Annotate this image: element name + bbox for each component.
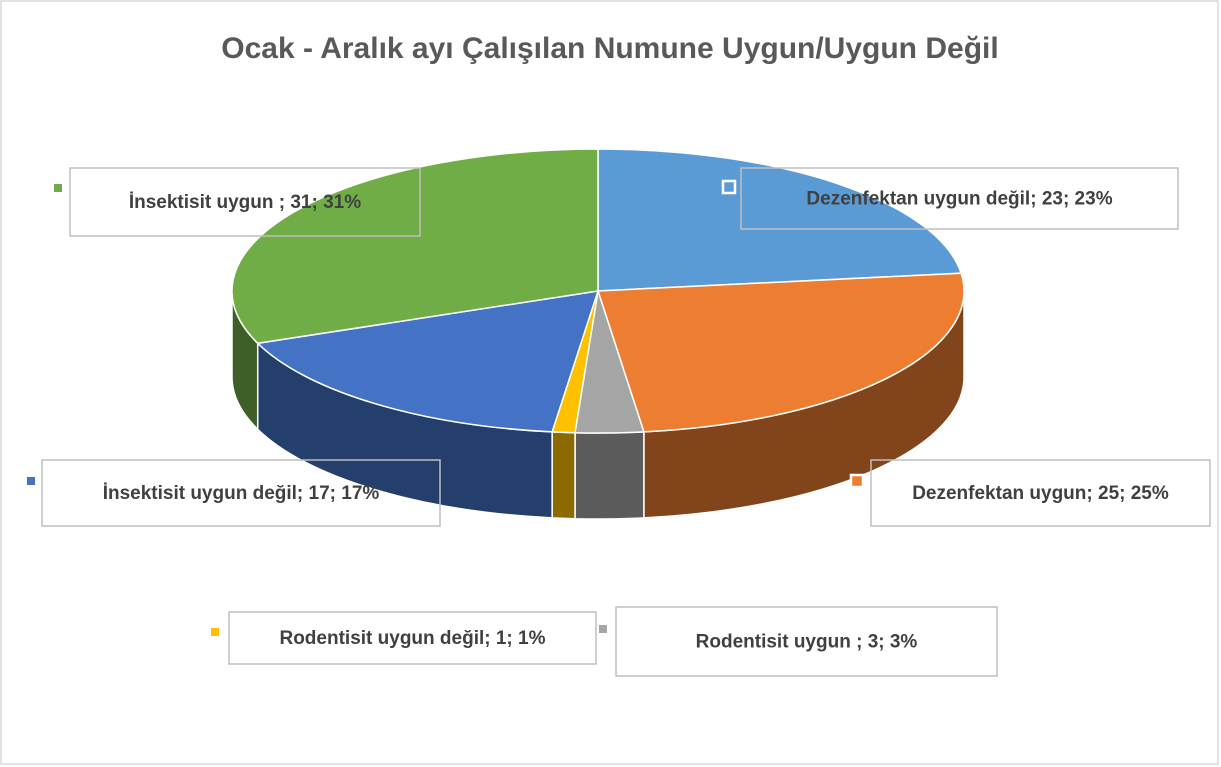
legend-key [211, 628, 219, 636]
label-box [740, 167, 1179, 230]
chart-title: Ocak - Aralık ayı Çalışılan Numune Uygun… [221, 32, 998, 65]
label-box [69, 167, 421, 237]
data-label: İnsektisit uygun ; 31; 31% [129, 192, 361, 213]
slice [256, 290, 600, 433]
legend-key [27, 477, 35, 485]
legend-key [721, 179, 737, 195]
legend-key [54, 184, 62, 192]
slice [231, 148, 599, 345]
slice-side [574, 431, 645, 520]
data-label: Dezenfektan uygun; 25; 25% [912, 483, 1169, 504]
data-label: Rodentisit uygun ; 3; 3% [696, 632, 918, 653]
data-label: Dezenfektan uygun değil; 23; 23% [806, 189, 1112, 210]
label-box [41, 459, 441, 527]
legend-key [599, 625, 607, 633]
data-label: Rodentisit uygun değil; 1; 1% [279, 628, 545, 649]
label-box [870, 459, 1211, 527]
label-box [228, 611, 597, 665]
slice [597, 148, 963, 292]
legend-key [849, 473, 865, 489]
slice [596, 272, 965, 433]
slice-side [551, 431, 576, 520]
label-box [615, 606, 998, 677]
data-label: İnsektisit uygun değil; 17; 17% [103, 483, 380, 504]
